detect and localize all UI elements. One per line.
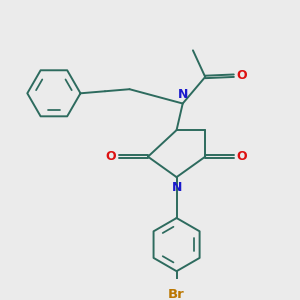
Text: O: O bbox=[237, 150, 247, 163]
Text: O: O bbox=[106, 150, 116, 163]
Text: N: N bbox=[171, 181, 182, 194]
Text: O: O bbox=[237, 69, 247, 82]
Text: Br: Br bbox=[168, 288, 185, 300]
Text: N: N bbox=[178, 88, 188, 101]
